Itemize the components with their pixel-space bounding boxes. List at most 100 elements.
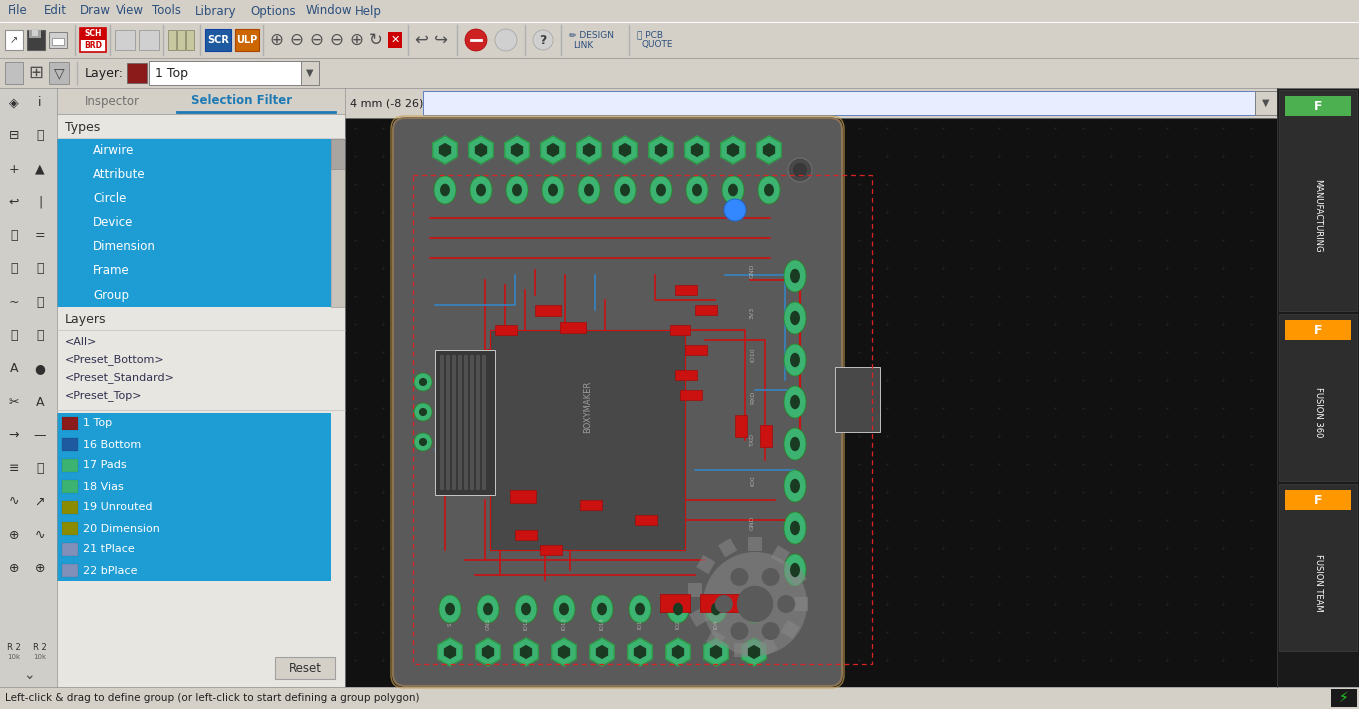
Bar <box>57 187 332 211</box>
Bar <box>33 30 38 36</box>
Bar <box>49 62 69 84</box>
Text: IO14: IO14 <box>599 618 605 630</box>
Bar <box>57 497 332 518</box>
Text: 16 Bottom: 16 Bottom <box>83 440 141 450</box>
Ellipse shape <box>705 595 727 623</box>
Bar <box>5 62 23 84</box>
Ellipse shape <box>784 302 806 334</box>
Ellipse shape <box>673 603 684 615</box>
Bar <box>734 643 747 657</box>
Text: ⬜: ⬜ <box>37 462 43 475</box>
Text: Edit: Edit <box>43 4 67 18</box>
Text: 10k: 10k <box>7 654 20 660</box>
Text: Left-click & drag to define group (or left-click to start defining a group polyg: Left-click & drag to define group (or le… <box>5 693 420 703</box>
Text: ⊕: ⊕ <box>8 562 19 575</box>
Text: i: i <box>38 96 42 109</box>
Polygon shape <box>520 646 531 658</box>
Text: |: | <box>38 196 42 209</box>
Circle shape <box>788 158 811 182</box>
Ellipse shape <box>711 603 722 615</box>
Ellipse shape <box>667 595 689 623</box>
Bar <box>63 417 77 430</box>
Ellipse shape <box>692 184 703 196</box>
Ellipse shape <box>520 603 531 615</box>
Bar <box>0 88 57 687</box>
Circle shape <box>533 30 553 50</box>
Bar <box>57 455 332 476</box>
Bar <box>332 139 345 169</box>
Text: IO4: IO4 <box>713 620 719 629</box>
Circle shape <box>414 433 432 451</box>
Bar <box>635 515 656 525</box>
Ellipse shape <box>784 260 806 292</box>
Text: ▲: ▲ <box>35 162 45 176</box>
Bar <box>463 355 467 490</box>
Polygon shape <box>476 638 500 666</box>
Text: Attribute: Attribute <box>92 169 145 182</box>
Bar <box>1279 314 1358 481</box>
Bar <box>57 259 332 283</box>
Text: LINK: LINK <box>573 40 594 50</box>
Bar <box>49 32 67 48</box>
Bar <box>670 325 690 335</box>
Text: ?: ? <box>540 33 546 47</box>
Bar <box>440 355 444 490</box>
Text: 10k: 10k <box>34 654 46 660</box>
Polygon shape <box>514 638 538 666</box>
Ellipse shape <box>591 595 613 623</box>
Bar <box>413 175 872 664</box>
Text: 3V3: 3V3 <box>750 307 756 319</box>
Text: BRD: BRD <box>84 42 102 50</box>
Bar <box>476 355 480 490</box>
Bar <box>453 355 457 490</box>
Bar <box>345 88 1277 687</box>
Polygon shape <box>673 646 684 658</box>
Bar <box>705 630 726 649</box>
Ellipse shape <box>784 512 806 544</box>
Ellipse shape <box>728 184 738 196</box>
Text: View: View <box>116 4 144 18</box>
Text: Circle: Circle <box>92 193 126 206</box>
Text: FUSION 360: FUSION 360 <box>1314 387 1322 437</box>
Bar <box>1277 88 1359 687</box>
Bar <box>5 30 23 50</box>
Polygon shape <box>648 136 673 164</box>
Polygon shape <box>576 136 601 164</box>
Text: GND: GND <box>485 618 491 630</box>
Polygon shape <box>692 144 703 156</box>
Text: F: F <box>1314 323 1322 337</box>
Circle shape <box>730 622 749 640</box>
Text: 1 Top: 1 Top <box>83 418 113 428</box>
Polygon shape <box>749 646 760 658</box>
Bar <box>57 434 332 455</box>
Ellipse shape <box>656 184 666 196</box>
Ellipse shape <box>790 353 800 367</box>
Ellipse shape <box>597 603 607 615</box>
Text: ▼: ▼ <box>1263 98 1269 108</box>
Text: R 2: R 2 <box>7 642 20 652</box>
Bar <box>780 620 799 639</box>
Text: ⚡: ⚡ <box>1339 691 1349 705</box>
Text: MANUFACTURING: MANUFACTURING <box>1314 179 1322 252</box>
Ellipse shape <box>790 311 800 325</box>
Bar <box>1279 90 1358 311</box>
Ellipse shape <box>749 603 758 615</box>
Text: IO10: IO10 <box>750 347 756 362</box>
Text: GND: GND <box>750 264 756 278</box>
Polygon shape <box>541 136 565 164</box>
Ellipse shape <box>476 184 487 196</box>
Polygon shape <box>613 136 637 164</box>
Bar <box>126 63 147 83</box>
Ellipse shape <box>444 603 455 615</box>
Bar <box>63 480 77 493</box>
Text: QUOTE: QUOTE <box>641 40 673 50</box>
Bar <box>57 413 332 434</box>
Text: ▼: ▼ <box>306 68 314 78</box>
Polygon shape <box>704 638 728 666</box>
Polygon shape <box>666 638 690 666</box>
Text: Tools: Tools <box>152 4 181 18</box>
Bar <box>758 637 777 656</box>
Ellipse shape <box>784 554 806 586</box>
Circle shape <box>761 568 780 586</box>
Text: IO1: IO1 <box>637 620 643 629</box>
